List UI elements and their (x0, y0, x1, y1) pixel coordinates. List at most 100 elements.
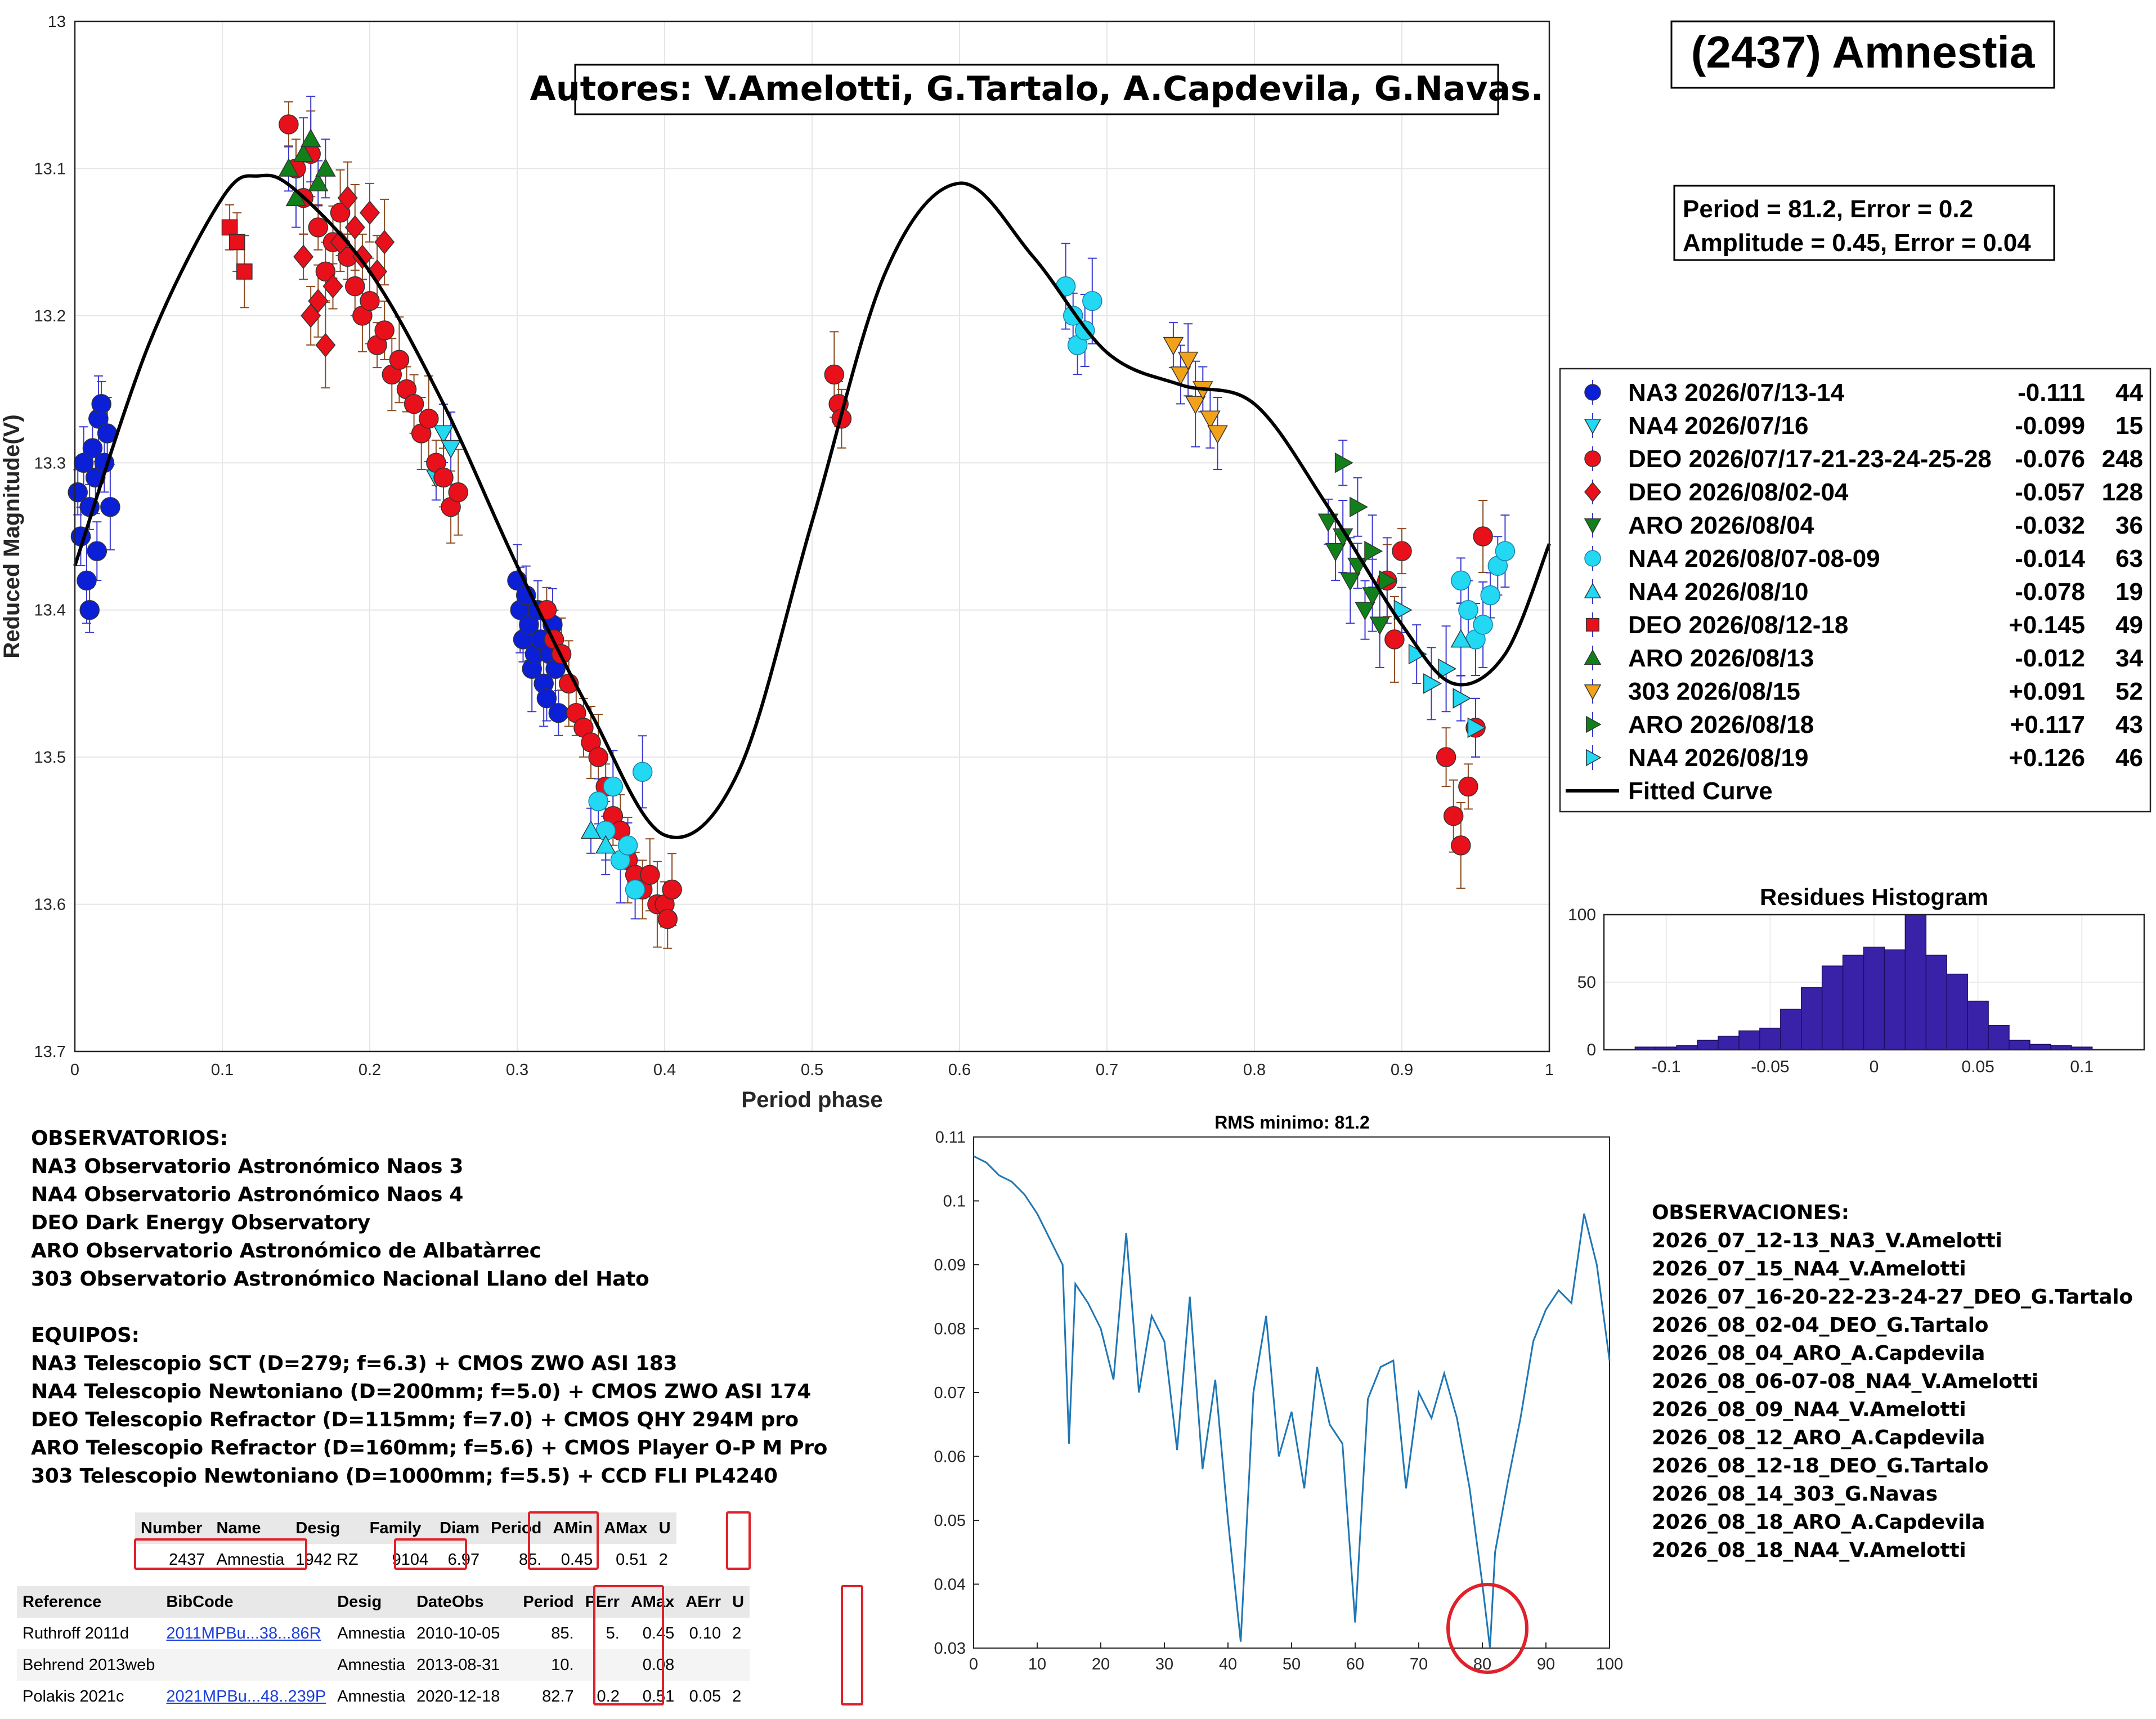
legend-offset: -0.076 (2015, 445, 2085, 473)
data-point (1340, 572, 1361, 591)
observacion-line: 2026_07_12-13_NA3_V.Amelotti (1652, 1229, 2002, 1252)
legend-count: 248 (2102, 445, 2143, 473)
x-tick-label: 0.8 (1243, 1061, 1266, 1079)
data-point (1451, 570, 1471, 591)
x-tick-label: 0.6 (948, 1061, 971, 1079)
equipo-line: ARO Telescopio Refractor (D=160mm; f=5.6… (31, 1436, 828, 1460)
x-tick-label: 20 (1092, 1655, 1110, 1673)
observaciones-heading: OBSERVACIONES: (1652, 1201, 1849, 1224)
data-point (360, 200, 380, 225)
data-point (68, 482, 88, 503)
table-cell: 9104 (392, 1550, 429, 1569)
lightcurve-legend: NA3 2026/07/13-14 -0.111 44 NA4 2026/07/16 -… (1559, 368, 2151, 813)
observaciones-block: OBSERVACIONES: 2026_07_12-13_NA3_V.Amelo… (1652, 1199, 2133, 1565)
data-point (1453, 688, 1472, 709)
data-point (293, 244, 314, 269)
data-point (1451, 835, 1471, 856)
data-point (315, 333, 336, 357)
data-point (433, 467, 454, 488)
bibcode-link[interactable]: 2021MPBu...48..239P (166, 1687, 326, 1705)
legend-series-name: DEO 2026/08/12-18 (1628, 611, 1848, 639)
data-point (548, 702, 569, 723)
data-point (1369, 616, 1390, 635)
data-point (1458, 599, 1478, 620)
histogram-bar (1967, 1000, 1989, 1050)
observacion-line: 2026_08_04_ARO_A.Capdevila (1652, 1342, 1985, 1365)
data-point (344, 215, 365, 240)
legend-count: 49 (2115, 611, 2143, 639)
table-cell: 2 (732, 1624, 742, 1642)
table-header: U (653, 1512, 676, 1544)
data-point (1443, 805, 1464, 826)
highlight-box (593, 1585, 664, 1705)
data-point (1200, 410, 1221, 429)
data-point (278, 158, 299, 177)
y-tick-label: 0.07 (934, 1384, 966, 1402)
table-header: U (727, 1586, 750, 1618)
x-tick-label: 1 (1545, 1061, 1554, 1079)
data-point (580, 820, 602, 839)
table-header: AErr (680, 1586, 727, 1618)
y-tick-label: 0.03 (934, 1640, 966, 1658)
table-cell: 2013-08-31 (411, 1649, 518, 1681)
legend-series-name: NA3 2026/07/13-14 (1628, 379, 1845, 406)
y-tick-label: 13.7 (34, 1043, 66, 1061)
bibcode-link[interactable] (160, 1649, 332, 1681)
data-point (536, 688, 557, 709)
data-point (1082, 290, 1102, 311)
data-point (657, 908, 678, 929)
observatorio-line: 303 Observatorio Astronómico Nacional Ll… (31, 1268, 649, 1291)
legend-series-name: NA4 2026/08/07-08-09 (1628, 545, 1880, 572)
table-cell: 0.05 (689, 1687, 721, 1705)
highlight-box (726, 1511, 751, 1570)
rms-minimum-circle (1446, 1583, 1529, 1674)
histogram-bar (1697, 1040, 1719, 1050)
equipo-line: 303 Telescopio Newtoniano (D=1000mm; f=5… (31, 1465, 778, 1488)
y-tick-label: 13.4 (34, 602, 66, 620)
data-point (519, 615, 539, 635)
x-tick-label: 40 (1219, 1655, 1237, 1673)
table-cell: 2437 (169, 1550, 205, 1569)
histogram-axes-box (1603, 914, 2145, 1051)
x-tick-label: 70 (1410, 1655, 1428, 1673)
legend-count: 19 (2115, 578, 2143, 606)
legend-offset: -0.014 (2015, 545, 2085, 572)
data-point (448, 482, 468, 503)
legend-count: 52 (2115, 678, 2143, 705)
histogram-bar (1842, 955, 1864, 1050)
lightcurve-points (68, 114, 1516, 929)
histogram-bar (1925, 955, 1947, 1050)
legend-offset: -0.099 (2015, 412, 2085, 440)
legend-count: 34 (2115, 644, 2143, 672)
observatorio-line: NA4 Observatorio Astronómico Naos 4 (31, 1183, 464, 1206)
table-cell: Amnestia (337, 1687, 406, 1705)
data-point (617, 835, 638, 856)
y-tick-label: 13.3 (34, 454, 66, 472)
data-point (308, 217, 329, 238)
y-tick-label: 0.06 (934, 1448, 966, 1466)
observacion-line: 2026_07_15_NA4_V.Amelotti (1652, 1257, 1966, 1281)
table-row: 2437 Amnestia 1942 RZ 9104 6.97 85. 0.45… (135, 1544, 676, 1575)
data-point (632, 762, 653, 782)
x-tick-label: 50 (1283, 1655, 1301, 1673)
data-point (588, 747, 608, 767)
table-row: Ruthroff 2011d 2011MPBu...38...86R Amnes… (17, 1618, 750, 1649)
bibcode-link[interactable]: 2011MPBu...38...86R (166, 1624, 321, 1642)
table-header: DateObs (411, 1586, 518, 1618)
data-point (1170, 366, 1191, 385)
table-header: Reference (17, 1586, 161, 1618)
object-title: (2437) Amnestia (1691, 27, 2035, 77)
data-point (1317, 513, 1339, 532)
x-tick-label: 0 (1870, 1058, 1879, 1076)
data-point (1379, 570, 1398, 591)
table-header: PErr (579, 1586, 625, 1618)
observacion-line: 2026_08_12_ARO_A.Capdevila (1652, 1426, 1985, 1449)
legend-series-name: 303 2026/08/15 (1628, 678, 1800, 705)
rms-axes-box (973, 1136, 1610, 1649)
observatorio-line: ARO Observatorio Astronómico de Albatàrr… (31, 1239, 541, 1263)
x-tick-label: -0.05 (1751, 1058, 1789, 1076)
legend-marker (1584, 450, 1601, 467)
legend-marker (1584, 419, 1602, 435)
data-point (330, 230, 351, 254)
